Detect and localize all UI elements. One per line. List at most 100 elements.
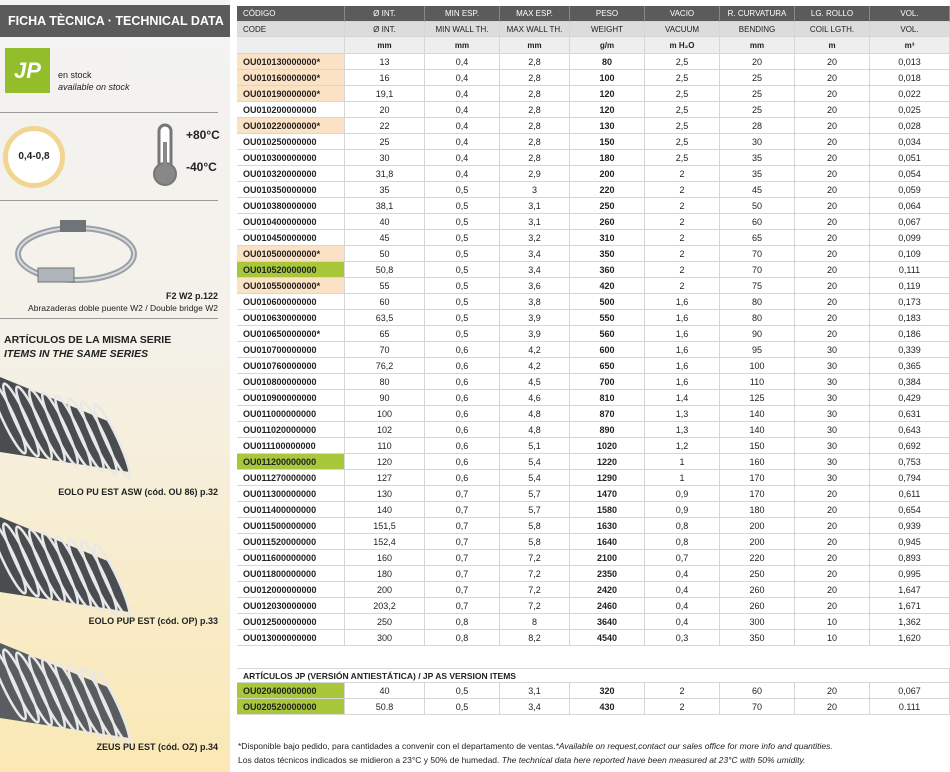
value-cell: 70: [345, 342, 425, 358]
value-cell: 0,4: [645, 598, 720, 614]
value-cell: 1,671: [870, 598, 950, 614]
series-subtitle: ITEMS IN THE SAME SERIES: [4, 348, 149, 360]
code-cell: OU020400000000: [237, 683, 345, 699]
value-cell: 2,8: [500, 134, 570, 150]
value-cell: 20: [795, 166, 870, 182]
value-cell: 2: [645, 198, 720, 214]
value-cell: 2,5: [645, 150, 720, 166]
hose-spiral: [40, 391, 80, 467]
hose-spiral: [53, 534, 93, 610]
value-cell: 0,6: [425, 422, 500, 438]
value-cell: 1,4: [645, 390, 720, 406]
separator: [0, 112, 218, 113]
value-cell: 2100: [570, 550, 645, 566]
value-cell: 100: [720, 358, 795, 374]
value-cell: 95: [720, 342, 795, 358]
value-cell: 0,5: [425, 182, 500, 198]
value-cell: 250: [570, 198, 645, 214]
value-cell: 0,5: [425, 262, 500, 278]
value-cell: 5,4: [500, 454, 570, 470]
value-cell: 25: [720, 70, 795, 86]
jp-badge: JP: [5, 48, 50, 93]
value-cell: 13: [345, 54, 425, 70]
value-cell: 0,893: [870, 550, 950, 566]
value-cell: 60: [345, 294, 425, 310]
hose-spiral: [92, 543, 132, 619]
header-en: VOL.: [870, 22, 950, 37]
value-cell: 20: [795, 150, 870, 166]
value-cell: 1,362: [870, 614, 950, 630]
value-cell: 500: [570, 294, 645, 310]
note-es: Los datos técnicos indicados se midieron…: [238, 755, 500, 765]
value-cell: 0,051: [870, 150, 950, 166]
value-cell: 3,4: [500, 246, 570, 262]
value-cell: 2: [645, 262, 720, 278]
value-cell: 0,429: [870, 390, 950, 406]
value-cell: 20: [795, 683, 870, 699]
value-cell: 250: [345, 614, 425, 630]
value-cell: 0,753: [870, 454, 950, 470]
hose-spiral: [0, 519, 28, 595]
value-cell: 2,8: [500, 70, 570, 86]
value-cell: 0,9: [645, 502, 720, 518]
header-es: VACIO: [645, 6, 720, 22]
value-cell: 50: [345, 246, 425, 262]
value-cell: 151,5: [345, 518, 425, 534]
value-cell: 40: [345, 683, 425, 699]
value-cell: 1580: [570, 502, 645, 518]
series-title: ARTÍCULOS DE LA MISMA SERIE: [4, 334, 172, 346]
value-cell: 150: [570, 134, 645, 150]
value-cell: 5,1: [500, 438, 570, 454]
sidebar: FICHA TÈCNICA · TECHNICAL DATA JP en sto…: [0, 0, 230, 772]
value-cell: 0,109: [870, 246, 950, 262]
code-cell: OU010220000000*: [237, 118, 345, 134]
value-cell: 20: [795, 86, 870, 102]
hose-spiral: [66, 663, 106, 739]
header-es: MAX ESP.: [500, 6, 570, 22]
value-cell: 2,5: [645, 134, 720, 150]
value-cell: 0,4: [425, 166, 500, 182]
value-cell: 260: [570, 214, 645, 230]
code-cell: OU010350000000: [237, 182, 345, 198]
code-cell: OU011000000000: [237, 406, 345, 422]
footnote: *Disponible bajo pedido, para cantidades…: [238, 741, 833, 751]
value-cell: 0,4: [425, 118, 500, 134]
value-cell: 70: [720, 699, 795, 715]
value-cell: 0,5: [425, 326, 500, 342]
code-cell: OU012030000000: [237, 598, 345, 614]
value-cell: 38,1: [345, 198, 425, 214]
value-cell: 0,6: [425, 358, 500, 374]
value-cell: 0,054: [870, 166, 950, 182]
header-es: R. CURVATURA: [720, 6, 795, 22]
value-cell: 0,064: [870, 198, 950, 214]
hose-image: [0, 517, 132, 619]
value-cell: 1,6: [645, 358, 720, 374]
value-cell: 20: [795, 582, 870, 598]
value-cell: 20: [795, 134, 870, 150]
value-cell: 20: [795, 70, 870, 86]
value-cell: 0,6: [425, 406, 500, 422]
code-cell: OU010550000000*: [237, 278, 345, 294]
value-cell: 60: [720, 683, 795, 699]
value-cell: 130: [345, 486, 425, 502]
code-cell: OU011500000000: [237, 518, 345, 534]
value-cell: 20: [795, 699, 870, 715]
value-cell: 1,2: [645, 438, 720, 454]
value-cell: 2: [645, 278, 720, 294]
thickness-badge: 0,4-0,8: [3, 126, 65, 188]
value-cell: 20: [795, 230, 870, 246]
value-cell: 110: [720, 374, 795, 390]
code-cell: OU010450000000: [237, 230, 345, 246]
value-cell: 3: [500, 182, 570, 198]
unit: mm: [425, 37, 500, 54]
value-cell: 30: [345, 150, 425, 166]
value-cell: 0,7: [425, 518, 500, 534]
unit: m: [795, 37, 870, 54]
value-cell: 4,8: [500, 422, 570, 438]
value-cell: 0,5: [425, 294, 500, 310]
value-cell: 2: [645, 230, 720, 246]
footnote: Los datos técnicos indicados se midieron…: [238, 755, 806, 765]
value-cell: 102: [345, 422, 425, 438]
hose-spiral: [92, 669, 132, 745]
